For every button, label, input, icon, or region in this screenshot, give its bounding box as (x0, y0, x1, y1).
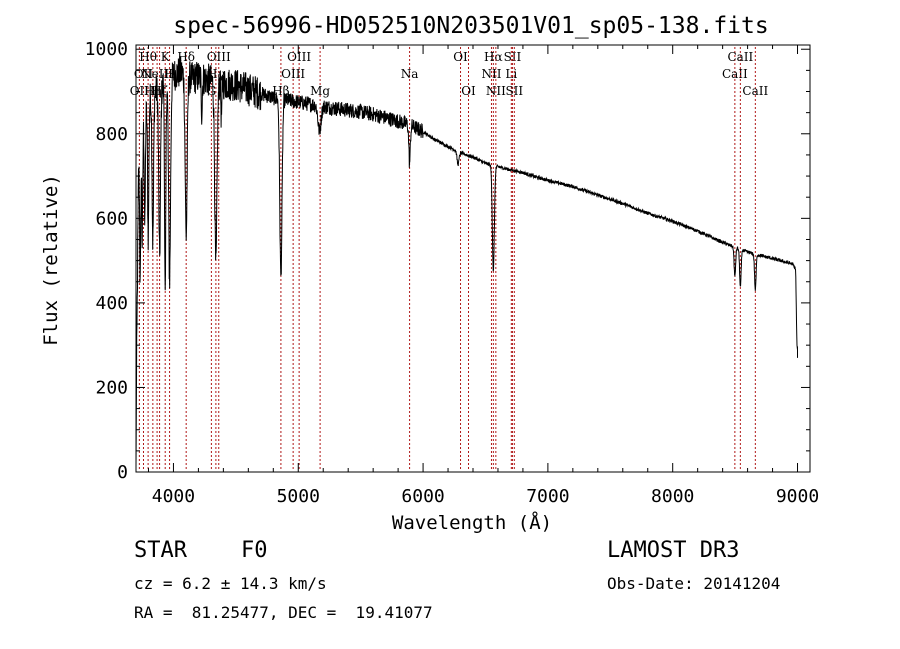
line-markers: OIIOIIHθHηNeIIIHζKHHδGHγOIIIHβOIIIOIIIMg… (130, 47, 768, 471)
line-marker-label: OII (130, 84, 150, 98)
x-tick-label: 6000 (401, 486, 444, 507)
line-marker-label: Mg (310, 84, 330, 98)
coordinates: RA = 81.25477, DEC = 19.41077 (134, 603, 433, 622)
y-tick-label: 400 (95, 293, 128, 314)
object-class: STAR (134, 538, 187, 563)
y-axis-ticks: 0 200 400 600 800 1000 (85, 39, 810, 483)
x-axis-ticks: 4000 5000 6000 7000 8000 9000 (147, 45, 819, 507)
spectrum-line (135, 56, 798, 467)
line-marker-label: OIII (287, 50, 311, 64)
line-marker-label: K (161, 50, 171, 64)
survey-name: LAMOST DR3 (607, 538, 740, 563)
line-marker-label: Hζ (151, 84, 168, 98)
line-marker-label: G (207, 84, 217, 98)
y-tick-label: 600 (95, 208, 128, 229)
chart-title: spec-56996-HD052510N203501V01_sp05-138.f… (173, 13, 768, 39)
line-marker-label: H (164, 67, 174, 81)
x-tick-label: 7000 (526, 486, 569, 507)
plot-frame (135, 44, 811, 473)
object-subclass: F0 (241, 538, 268, 563)
y-axis-label: Flux (relative) (40, 174, 62, 346)
line-marker-label: Hδ (177, 50, 195, 64)
line-marker-label: NII (486, 84, 506, 98)
redshift: cz = 6.2 ± 14.3 km/s (134, 574, 327, 593)
y-tick-label: 1000 (85, 39, 128, 60)
x-tick-label: 5000 (277, 486, 320, 507)
line-marker-label: Li (505, 67, 517, 81)
line-marker-label: SII (504, 50, 522, 64)
line-marker-label: NeIII (141, 67, 173, 81)
line-marker-label: NII (481, 67, 501, 81)
line-marker-label: SII (505, 84, 523, 98)
obs-date: Obs-Date: 20141204 (607, 574, 781, 593)
line-marker-label: OI (453, 50, 468, 64)
x-tick-label: 8000 (651, 486, 694, 507)
line-marker-label: CaII (727, 50, 753, 64)
line-marker-label: Na (401, 67, 419, 81)
line-marker-label: CaII (742, 84, 768, 98)
line-marker-label: OIII (281, 67, 305, 81)
line-marker-label: CaII (722, 67, 748, 81)
line-marker-label: Hθ (139, 50, 157, 64)
y-tick-label: 800 (95, 124, 128, 145)
y-tick-label: 200 (95, 377, 128, 398)
x-axis-label: Wavelength (Å) (392, 511, 552, 534)
x-tick-label: 4000 (152, 486, 195, 507)
line-marker-label: OIII (207, 50, 231, 64)
line-marker-label: OI (461, 84, 476, 98)
line-marker-label: Hα (484, 50, 503, 64)
x-tick-label: 9000 (776, 486, 819, 507)
y-tick-label: 0 (117, 462, 128, 483)
